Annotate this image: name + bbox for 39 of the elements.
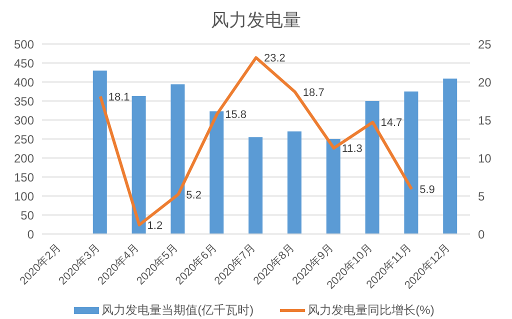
bar [210, 111, 224, 234]
bar [92, 70, 107, 234]
data-label: 1.2 [147, 220, 163, 232]
data-label: 15.8 [225, 108, 247, 121]
y2-tick-label: 25 [478, 37, 492, 52]
y2-tick-label: 20 [478, 75, 492, 90]
y2-tick-label: 5 [478, 189, 485, 204]
y-tick-label: 500 [14, 37, 34, 52]
data-label: 23.2 [264, 52, 286, 65]
y-tick-label: 0 [27, 227, 34, 242]
bar [170, 84, 185, 234]
y-tick-label: 250 [14, 132, 34, 146]
y2-tick-label: 0 [478, 227, 485, 242]
y-tick-label: 400 [14, 75, 34, 90]
y-tick-label: 350 [14, 94, 34, 108]
legend-label: 风力发电量当期值(亿千瓦时) [100, 302, 254, 319]
data-label: 14.7 [380, 117, 402, 130]
y2-tick-label: 10 [478, 151, 492, 166]
bar [404, 92, 418, 234]
bar [326, 139, 340, 234]
y-tick-label: 150 [14, 170, 34, 184]
data-label: 18.1 [108, 91, 130, 104]
bar [248, 137, 263, 234]
y-tick-label: 50 [20, 208, 34, 222]
legend-label: 风力发电量同比增长(%) [306, 302, 434, 319]
y-tick-label: 300 [14, 113, 34, 128]
data-label: 11.3 [342, 143, 362, 156]
bar [365, 101, 380, 234]
y-tick-label: 100 [14, 189, 34, 204]
bar [132, 96, 146, 234]
bar [443, 78, 458, 234]
data-label: 5.9 [420, 184, 435, 196]
y2-tick-label: 15 [478, 113, 492, 128]
chart-title: 风力发电量 [210, 9, 302, 32]
bar [287, 131, 302, 234]
y-tick-label: 200 [14, 151, 34, 166]
data-label: 18.7 [302, 86, 324, 99]
y-tick-label: 450 [14, 56, 34, 70]
data-label: 5.2 [186, 189, 202, 202]
